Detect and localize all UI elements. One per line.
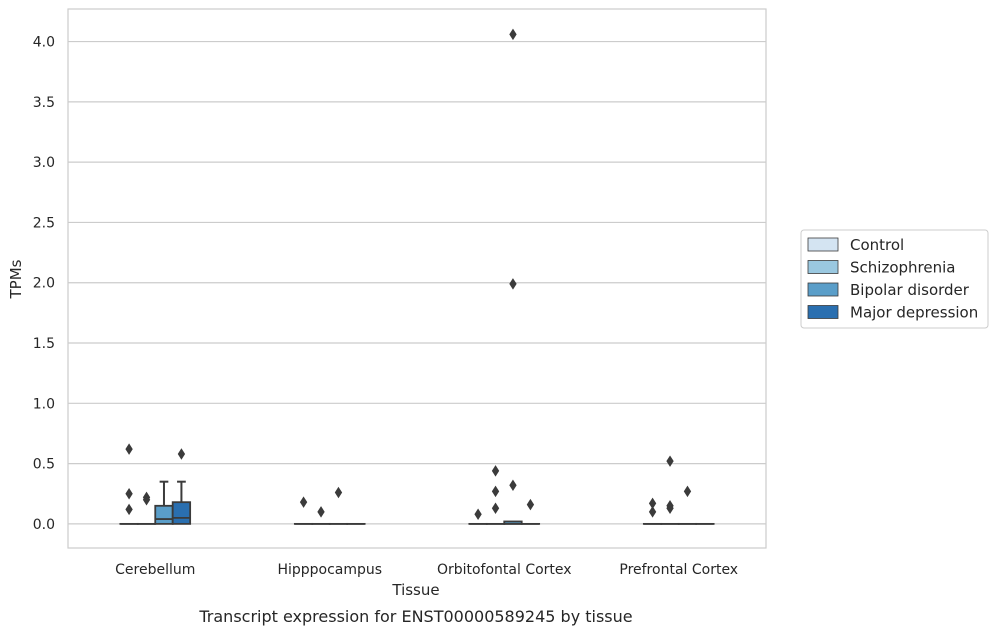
y-tick-label: 0.0 (33, 517, 55, 533)
y-axis-title: TPMs (7, 259, 25, 299)
outlier-marker (299, 496, 308, 508)
y-tick-label: 2.5 (33, 215, 55, 231)
legend-label: Control (850, 236, 904, 254)
outlier-marker (491, 485, 500, 498)
box-body (171, 501, 192, 525)
boxes (119, 480, 715, 525)
outliers (125, 28, 692, 520)
outlier-marker (142, 494, 151, 506)
legend-label: Major depression (850, 304, 978, 322)
y-tick-label: 3.0 (33, 155, 55, 171)
y-tick-label: 0.5 (33, 457, 55, 473)
outlier-marker (491, 502, 500, 514)
plot-area (67, 8, 767, 549)
outlier-marker (125, 443, 133, 455)
x-tick-label: Hipppocampus (277, 562, 382, 578)
box-bipolar-disorder (503, 520, 523, 525)
legend-swatch (807, 282, 839, 297)
legend: Control Schizophrenia Bipolar disorder Majo… (800, 229, 989, 329)
box-body (154, 504, 174, 525)
y-tick-label: 2.0 (33, 276, 55, 292)
outlier-marker (177, 448, 186, 460)
outlier-marker (666, 455, 674, 467)
outlier-marker (683, 485, 692, 498)
outlier-marker (509, 479, 517, 492)
legend-label: Schizophrenia (850, 259, 955, 277)
grid-lines (68, 40, 766, 525)
outlier-marker (317, 506, 325, 518)
x-axis-title: Tissue (391, 581, 439, 599)
legend-swatch (807, 305, 839, 319)
chart-caption: Transcript expression for ENST0000058924… (198, 607, 632, 626)
y-tick-label: 3.5 (33, 95, 55, 111)
outlier-marker (125, 487, 133, 500)
outlier-marker (509, 278, 517, 290)
y-tick-label: 4.0 (33, 35, 55, 51)
x-tick-label: Cerebellum (115, 562, 195, 578)
outlier-marker (526, 498, 535, 511)
outlier-marker (491, 465, 500, 477)
y-tick-labels: 0.0 0.5 1.0 1.5 2.0 2.5 3.0 3.5 4.0 (33, 35, 55, 533)
outlier-marker (125, 503, 133, 516)
outlier-marker (648, 506, 657, 518)
legend-frame (800, 229, 989, 329)
x-tick-label: Orbitofontal Cortex (437, 562, 572, 578)
legend-swatch (807, 260, 839, 274)
box-major-depression (171, 480, 192, 525)
legend-label: Bipolar disorder (850, 281, 970, 299)
y-tick-label: 1.0 (33, 396, 55, 412)
outlier-marker (666, 502, 674, 514)
box-bipolar-disorder (154, 480, 174, 525)
x-tick-label: Prefrontal Cortex (619, 562, 738, 578)
x-tick-labels: Cerebellum Hipppocampus Orbitofontal Corte… (115, 562, 738, 578)
outlier-marker (509, 28, 517, 41)
y-tick-label: 1.5 (33, 336, 55, 352)
legend-swatch (807, 237, 839, 252)
outlier-marker (334, 486, 343, 499)
outlier-marker (474, 508, 482, 520)
